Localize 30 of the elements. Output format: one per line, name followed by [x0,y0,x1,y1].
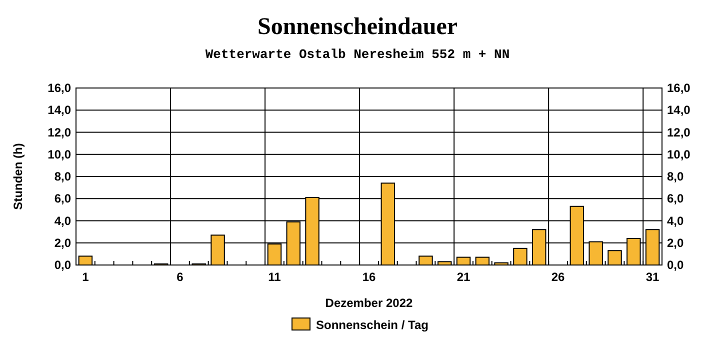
x-tick-label: 16 [362,270,376,284]
x-tick-label: 26 [551,270,566,284]
legend-label: Sonnenschein / Tag [316,318,428,332]
chart-subtitle: Wetterwarte Ostalb Neresheim 552 m + NN [205,47,510,62]
x-axis-title: Dezember 2022 [325,296,414,310]
y2-tick-label: 4,0 [667,214,684,228]
y-axis-title: Stunden (h) [11,143,25,210]
x-tick-label: 31 [646,270,660,284]
x-tick-label: 6 [176,270,184,284]
y2-tick-label: 12,0 [667,125,691,140]
y-tick-label: 14,0 [48,103,72,118]
x-tick-label: 11 [268,270,282,284]
y2-tick-label: 16,0 [667,81,691,95]
y2-tick-label: 6,0 [667,192,684,206]
chart-title: Sonnenscheindauer [257,14,458,40]
x-tick-label: 21 [456,270,471,284]
y-tick-label: 8,0 [54,170,72,184]
y-tick-label: 6,0 [54,192,72,206]
y-tick-label: 16,0 [48,81,72,95]
y-tick-label: 4,0 [54,214,72,228]
y2-tick-label: 8,0 [667,170,684,184]
y2-tick-label: 0,0 [667,258,684,272]
y-tick-label: 12,0 [48,125,72,140]
x-tick-label: 1 [82,270,90,284]
y2-tick-label: 2,0 [667,236,684,250]
y-tick-label: 10,0 [48,147,72,162]
y2-tick-label: 14,0 [667,103,691,118]
y-tick-label: 2,0 [54,236,72,250]
y-tick-label: 0,0 [54,258,72,272]
y2-tick-label: 10,0 [667,147,691,162]
